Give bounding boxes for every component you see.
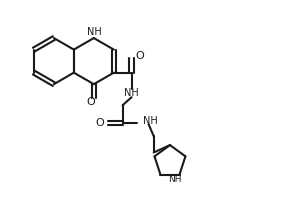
- Text: NH: NH: [168, 175, 182, 184]
- Text: NH: NH: [124, 88, 138, 98]
- Text: O: O: [96, 118, 104, 128]
- Text: NH: NH: [87, 27, 102, 37]
- Text: O: O: [86, 97, 95, 107]
- Text: NH: NH: [143, 116, 158, 126]
- Text: O: O: [135, 51, 144, 61]
